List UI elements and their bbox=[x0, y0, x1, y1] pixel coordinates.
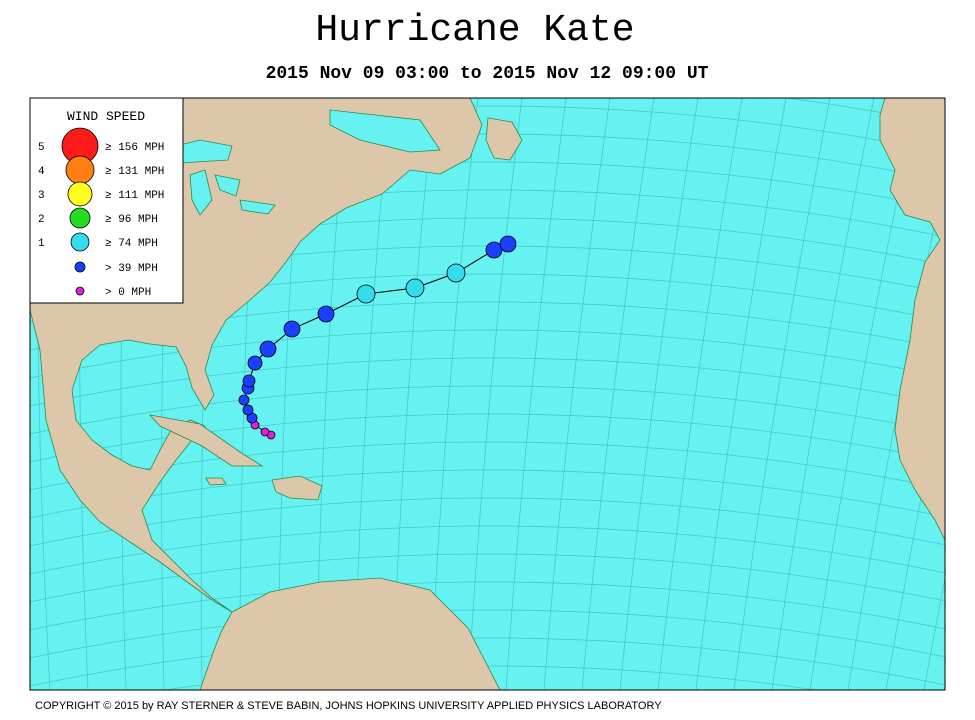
parallel bbox=[30, 637, 945, 687]
parallel bbox=[30, 581, 945, 631]
copyright: COPYRIGHT © 2015 by RAY STERNER & STEVE … bbox=[35, 700, 662, 712]
legend-symbol bbox=[69, 207, 91, 229]
cuba bbox=[148, 414, 264, 467]
meridian bbox=[543, 98, 611, 690]
parallel bbox=[30, 329, 945, 379]
meridian bbox=[733, 98, 831, 690]
track-point bbox=[260, 427, 270, 437]
legend-label: ≥ 131 MPH bbox=[105, 166, 164, 178]
meridian bbox=[962, 98, 975, 690]
legend-symbol bbox=[75, 286, 85, 296]
meridian bbox=[771, 98, 875, 690]
legend-level: 5 bbox=[38, 142, 45, 154]
meridian bbox=[505, 98, 567, 690]
meridian bbox=[619, 98, 699, 690]
legend-level: 3 bbox=[38, 190, 45, 202]
legend-level: 2 bbox=[38, 214, 45, 226]
legend-symbol bbox=[67, 181, 93, 207]
meridian bbox=[0, 98, 12, 690]
track-point bbox=[242, 374, 256, 388]
track-point bbox=[499, 235, 517, 253]
legend-symbol bbox=[74, 261, 86, 273]
europe-africa bbox=[879, 98, 945, 541]
track-point bbox=[356, 284, 376, 304]
legend-symbol bbox=[65, 155, 95, 185]
title: Hurricane Kate bbox=[315, 9, 634, 52]
map-area bbox=[0, 98, 975, 690]
parallel bbox=[161, 665, 819, 690]
track-point bbox=[446, 263, 466, 283]
legend-label: > 39 MPH bbox=[105, 263, 158, 275]
legend-level: 1 bbox=[38, 238, 45, 250]
map-frame bbox=[29, 97, 946, 691]
track-point bbox=[259, 340, 277, 358]
hispaniola bbox=[271, 475, 323, 501]
legend-label: > 0 MPH bbox=[105, 287, 151, 299]
south-america bbox=[199, 577, 501, 690]
parallel bbox=[30, 357, 945, 407]
legend-symbol bbox=[70, 232, 90, 252]
subtitle: 2015 Nov 09 03:00 to 2015 Nov 12 09:00 U… bbox=[266, 64, 709, 84]
legend-label: ≥ 111 MPH bbox=[105, 190, 164, 202]
track-point bbox=[247, 355, 263, 371]
meridian bbox=[467, 98, 523, 690]
legend-title: WIND SPEED bbox=[67, 109, 145, 124]
meridian bbox=[581, 98, 655, 690]
track-point bbox=[485, 241, 503, 259]
legend: WIND SPEED 5 ≥ 156 MPH 4 ≥ 131 MPH 3 ≥ 111 MP… bbox=[29, 97, 184, 304]
legend-level: 4 bbox=[38, 166, 45, 178]
parallel bbox=[30, 497, 945, 547]
track-point bbox=[238, 394, 250, 406]
legend-label: ≥ 96 MPH bbox=[105, 214, 158, 226]
newfoundland bbox=[485, 117, 523, 161]
track-point bbox=[405, 278, 425, 298]
meridian bbox=[657, 98, 743, 690]
jamaica bbox=[205, 477, 227, 486]
parallel bbox=[30, 469, 945, 519]
track bbox=[238, 235, 517, 440]
meridian bbox=[923, 576, 945, 690]
parallel bbox=[30, 413, 945, 463]
legend-box bbox=[29, 97, 184, 304]
meridian bbox=[695, 98, 787, 690]
parallel bbox=[30, 609, 945, 659]
parallel bbox=[30, 553, 945, 603]
track-point bbox=[317, 305, 335, 323]
legend-label: ≥ 74 MPH bbox=[105, 238, 158, 250]
parallel bbox=[30, 385, 945, 435]
track-point bbox=[283, 320, 301, 338]
legend-label: ≥ 156 MPH bbox=[105, 142, 164, 154]
track-point bbox=[242, 404, 254, 416]
